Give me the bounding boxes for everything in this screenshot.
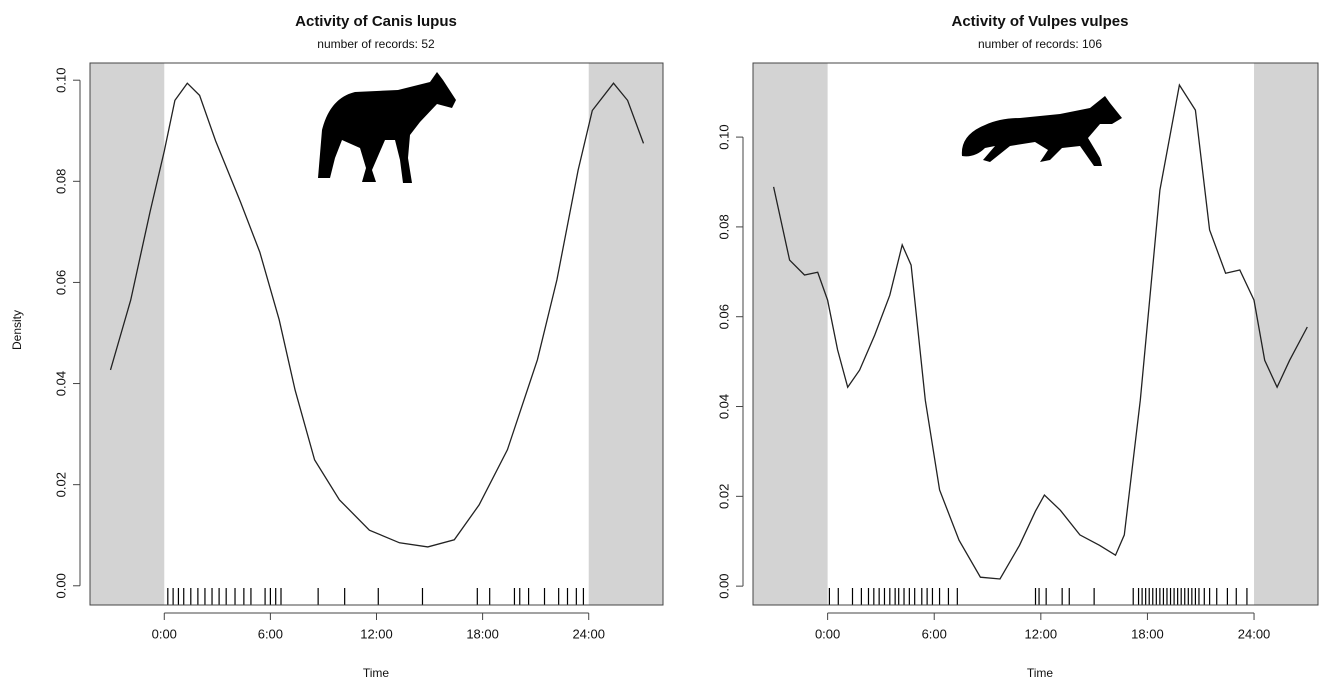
plots: 0.00 0.02 0.04 0.06 0.08 0.10 0:00 6:00 12:00 18:…	[10, 13, 1319, 680]
y-tick-label: 0.10	[716, 124, 731, 149]
chart-title: Activity of Canis lupus	[295, 13, 457, 30]
y-tick-label: 0.00	[716, 573, 731, 598]
x-tick-label: 0:00	[815, 626, 840, 641]
x-axis-label: Time	[363, 666, 390, 680]
y-tick-label: 0.10	[53, 68, 68, 93]
x-tick-label: 18:00	[1131, 626, 1164, 641]
x-tick-label: 6:00	[258, 626, 283, 641]
chart-subtitle: number of records: 106	[978, 37, 1102, 51]
chart-subtitle: number of records: 52	[317, 37, 435, 51]
x-tick-label: 6:00	[922, 626, 947, 641]
x-tick-label: 0:00	[152, 626, 177, 641]
unshaded-region	[827, 63, 1255, 605]
y-axis-label: Density	[10, 310, 24, 350]
fox-icon	[961, 96, 1122, 166]
plot-frame	[89, 62, 664, 606]
x-tick-label: 24:00	[1238, 626, 1271, 641]
x-tick-label: 12:00	[1025, 626, 1058, 641]
y-tick-label: 0.06	[716, 304, 731, 329]
x-tick-label: 12:00	[360, 626, 393, 641]
y-tick-label: 0.08	[716, 214, 731, 239]
y-tick-label: 0.04	[716, 394, 731, 419]
density-line	[109, 82, 645, 548]
y-tick-label: 0.00	[53, 573, 68, 598]
x-tick-label: 24:00	[572, 626, 605, 641]
y-tick-label: 0.02	[716, 484, 731, 509]
plot-frame	[752, 62, 1319, 606]
y-tick-label: 0.02	[53, 472, 68, 497]
x-axis-label: Time	[1027, 666, 1054, 680]
chart-title: Activity of Vulpes vulpes	[952, 13, 1129, 30]
y-tick-label: 0.08	[53, 169, 68, 194]
x-tick-label: 18:00	[466, 626, 499, 641]
y-tick-label: 0.06	[53, 270, 68, 295]
density-line	[772, 83, 1308, 580]
wolf-icon	[318, 72, 456, 183]
y-tick-label: 0.04	[53, 371, 68, 396]
